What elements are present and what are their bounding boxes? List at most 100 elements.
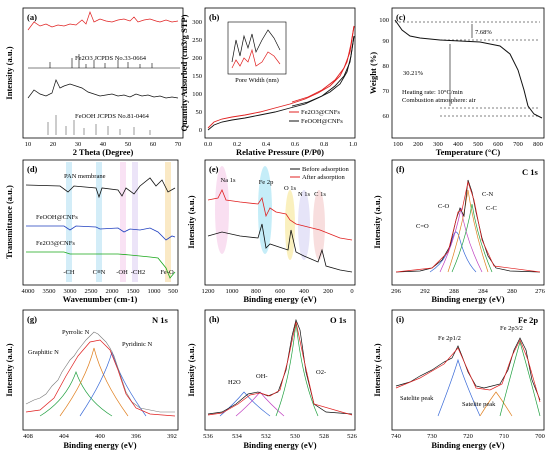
ftir-pan: [25, 177, 176, 199]
panel-g-title: N 1s: [152, 315, 169, 325]
panel-i-letter: (i): [396, 314, 404, 324]
svg-text:528: 528: [319, 433, 329, 440]
svg-text:C=O: C=O: [416, 223, 429, 230]
panel-h-xlabel: Binding energy (eV): [243, 440, 316, 450]
svg-text:700: 700: [535, 433, 545, 440]
o1s-raw: [207, 318, 353, 415]
svg-text:50: 50: [125, 141, 132, 148]
o1s-peak-labels: H2O OH- O2-: [228, 369, 326, 386]
c1s-fit-cn: [447, 189, 489, 273]
svg-text:70: 70: [383, 88, 390, 95]
svg-text:C-O: C-O: [438, 203, 450, 210]
panel-b-xticks: 0.0 0.2 0.4 0.6 0.8 1.0: [204, 141, 357, 148]
svg-text:N 1s: N 1s: [298, 191, 311, 198]
panel-i-title: Fe 2p: [518, 315, 538, 325]
panel-a: (a) Fe2O3 JCPDS No.33-0664 FeOOH JCPDS N…: [4, 7, 184, 157]
panel-h-ylabel: Intensity (a.u.): [186, 343, 196, 396]
panel-g-xlabel: Binding energy (eV): [63, 440, 136, 450]
panel-c-ylabel: Weight (%): [368, 52, 378, 94]
svg-text:396: 396: [131, 433, 142, 440]
panel-i-xticks: 740 730 720 710 700: [391, 433, 545, 440]
panel-e-legend: Before adsorption After adsorption: [290, 166, 350, 181]
inset-pore-fe2o3: [231, 48, 281, 69]
panel-b-letter: (b): [209, 12, 220, 22]
svg-text:70: 70: [175, 141, 182, 148]
svg-text:Graphitic N: Graphitic N: [28, 349, 59, 356]
svg-text:0.2: 0.2: [233, 141, 241, 148]
svg-text:80: 80: [383, 63, 390, 70]
svg-text:4000: 4000: [22, 288, 35, 295]
fe2p-fit-12: [437, 358, 481, 417]
svg-text:200: 200: [413, 141, 423, 148]
svg-text:O 1s: O 1s: [284, 185, 297, 192]
panel-a-xticks: 10 20 30 40 50 60 70: [25, 141, 182, 148]
svg-text:C-N: C-N: [482, 191, 494, 198]
panel-b-ylabel: Quantity Adsorbed (cm3/g STP): [179, 14, 189, 131]
panel-f: (f) C 1s C=O C-O C-N C-C 296 292 288 284…: [372, 159, 546, 304]
panel-b: (b) Pore Width (nm) Fe2O3@CNFs FeOOH@CNF…: [179, 7, 357, 157]
svg-text:500: 500: [168, 288, 178, 295]
svg-text:3000: 3000: [64, 288, 77, 295]
isotherm-feooh: [207, 35, 355, 131]
svg-text:Pyrrolic N: Pyrrolic N: [62, 329, 90, 336]
svg-text:600: 600: [275, 288, 285, 295]
svg-text:404: 404: [59, 433, 70, 440]
inset-xlabel: Pore Width (nm): [235, 77, 279, 84]
svg-text:Pyridinic N: Pyridinic N: [122, 341, 152, 348]
svg-text:534: 534: [232, 433, 243, 440]
feooh-ref-label: FeOOH JCPDS No.81-0464: [75, 113, 150, 120]
panel-c: (c) 7.68% 30.21% Heating rate: 10°C/min …: [368, 7, 545, 157]
panel-i-xlabel: Binding energy (eV): [431, 440, 504, 450]
svg-text:1000: 1000: [226, 288, 239, 295]
ftir-label-fe2o3: Fe2O3@CNFs: [36, 240, 75, 247]
panel-b-legend: Fe2O3@CNFs FeOOH@CNFs: [289, 109, 343, 125]
svg-text:Na 1s: Na 1s: [221, 177, 236, 184]
panel-h: (h) O 1s H2O OH- O2- 536 534 532 530 528…: [186, 309, 358, 450]
c1s-fit-co: [439, 207, 483, 273]
xrd-fe2o3-curve: [27, 10, 179, 31]
svg-text:60: 60: [150, 141, 157, 148]
o1s-fit-o2: [275, 321, 319, 417]
svg-text:200: 200: [192, 55, 202, 62]
ftir-label-pan: PAN membrane: [64, 173, 106, 180]
fe2p-fit-sat-1: [479, 391, 513, 417]
panel-g-xticks: 408 404 400 396 392: [23, 433, 177, 440]
svg-text:700: 700: [513, 141, 523, 148]
tga-curve: [394, 19, 543, 119]
panel-d-xticks: 4000 3500 3000 2500 2000 1500 1000 500: [22, 288, 178, 295]
ftir-fe2o3: [26, 251, 176, 279]
svg-text:10: 10: [25, 141, 32, 148]
feooh-reference-sticks: [47, 115, 151, 135]
fe2p-envelope: [395, 339, 541, 403]
fe2p-peak-labels: Fe 2p1/2 Fe 2p3/2 Satelite peak Satelite…: [400, 325, 523, 408]
panel-g: (g) N 1s Pyrrolic N Pyridinic N Graphiti…: [4, 309, 179, 450]
n1s-fit-pyrrolic: [59, 347, 129, 417]
xps-survey-peak-labels: Na 1s Fe 2p O 1s N 1s C 1s: [221, 177, 327, 198]
fe2o3-reference-sticks: [49, 54, 153, 68]
panel-f-ylabel: Intensity (a.u.): [372, 195, 382, 248]
svg-text:296: 296: [391, 288, 402, 295]
ftir-feooh: [26, 225, 176, 241]
c1s-fit-co-double: [429, 231, 477, 273]
svg-text:Fe 2p3/2: Fe 2p3/2: [500, 325, 523, 332]
n1s-envelope: [25, 339, 176, 417]
legend-fe2o3: Fe2O3@CNFs: [301, 109, 340, 116]
svg-text:2500: 2500: [85, 288, 98, 295]
svg-text:0.8: 0.8: [320, 141, 328, 148]
svg-text:800: 800: [251, 288, 261, 295]
svg-text:530: 530: [290, 433, 300, 440]
svg-text:C 1s: C 1s: [314, 191, 326, 198]
svg-text:250: 250: [192, 37, 202, 44]
panel-f-letter: (f): [396, 164, 405, 174]
o1s-envelope: [207, 321, 353, 416]
svg-text:500: 500: [473, 141, 483, 148]
panel-c-letter: (c): [396, 12, 406, 22]
panel-h-title: O 1s: [330, 315, 347, 325]
legend-before: Before adsorption: [302, 166, 350, 173]
panel-f-title: C 1s: [522, 167, 539, 177]
svg-text:Fe 2p: Fe 2p: [259, 179, 274, 186]
svg-text:20: 20: [50, 141, 57, 148]
panel-a-letter: (a): [27, 12, 37, 22]
o1s-fit-oh: [235, 391, 285, 417]
